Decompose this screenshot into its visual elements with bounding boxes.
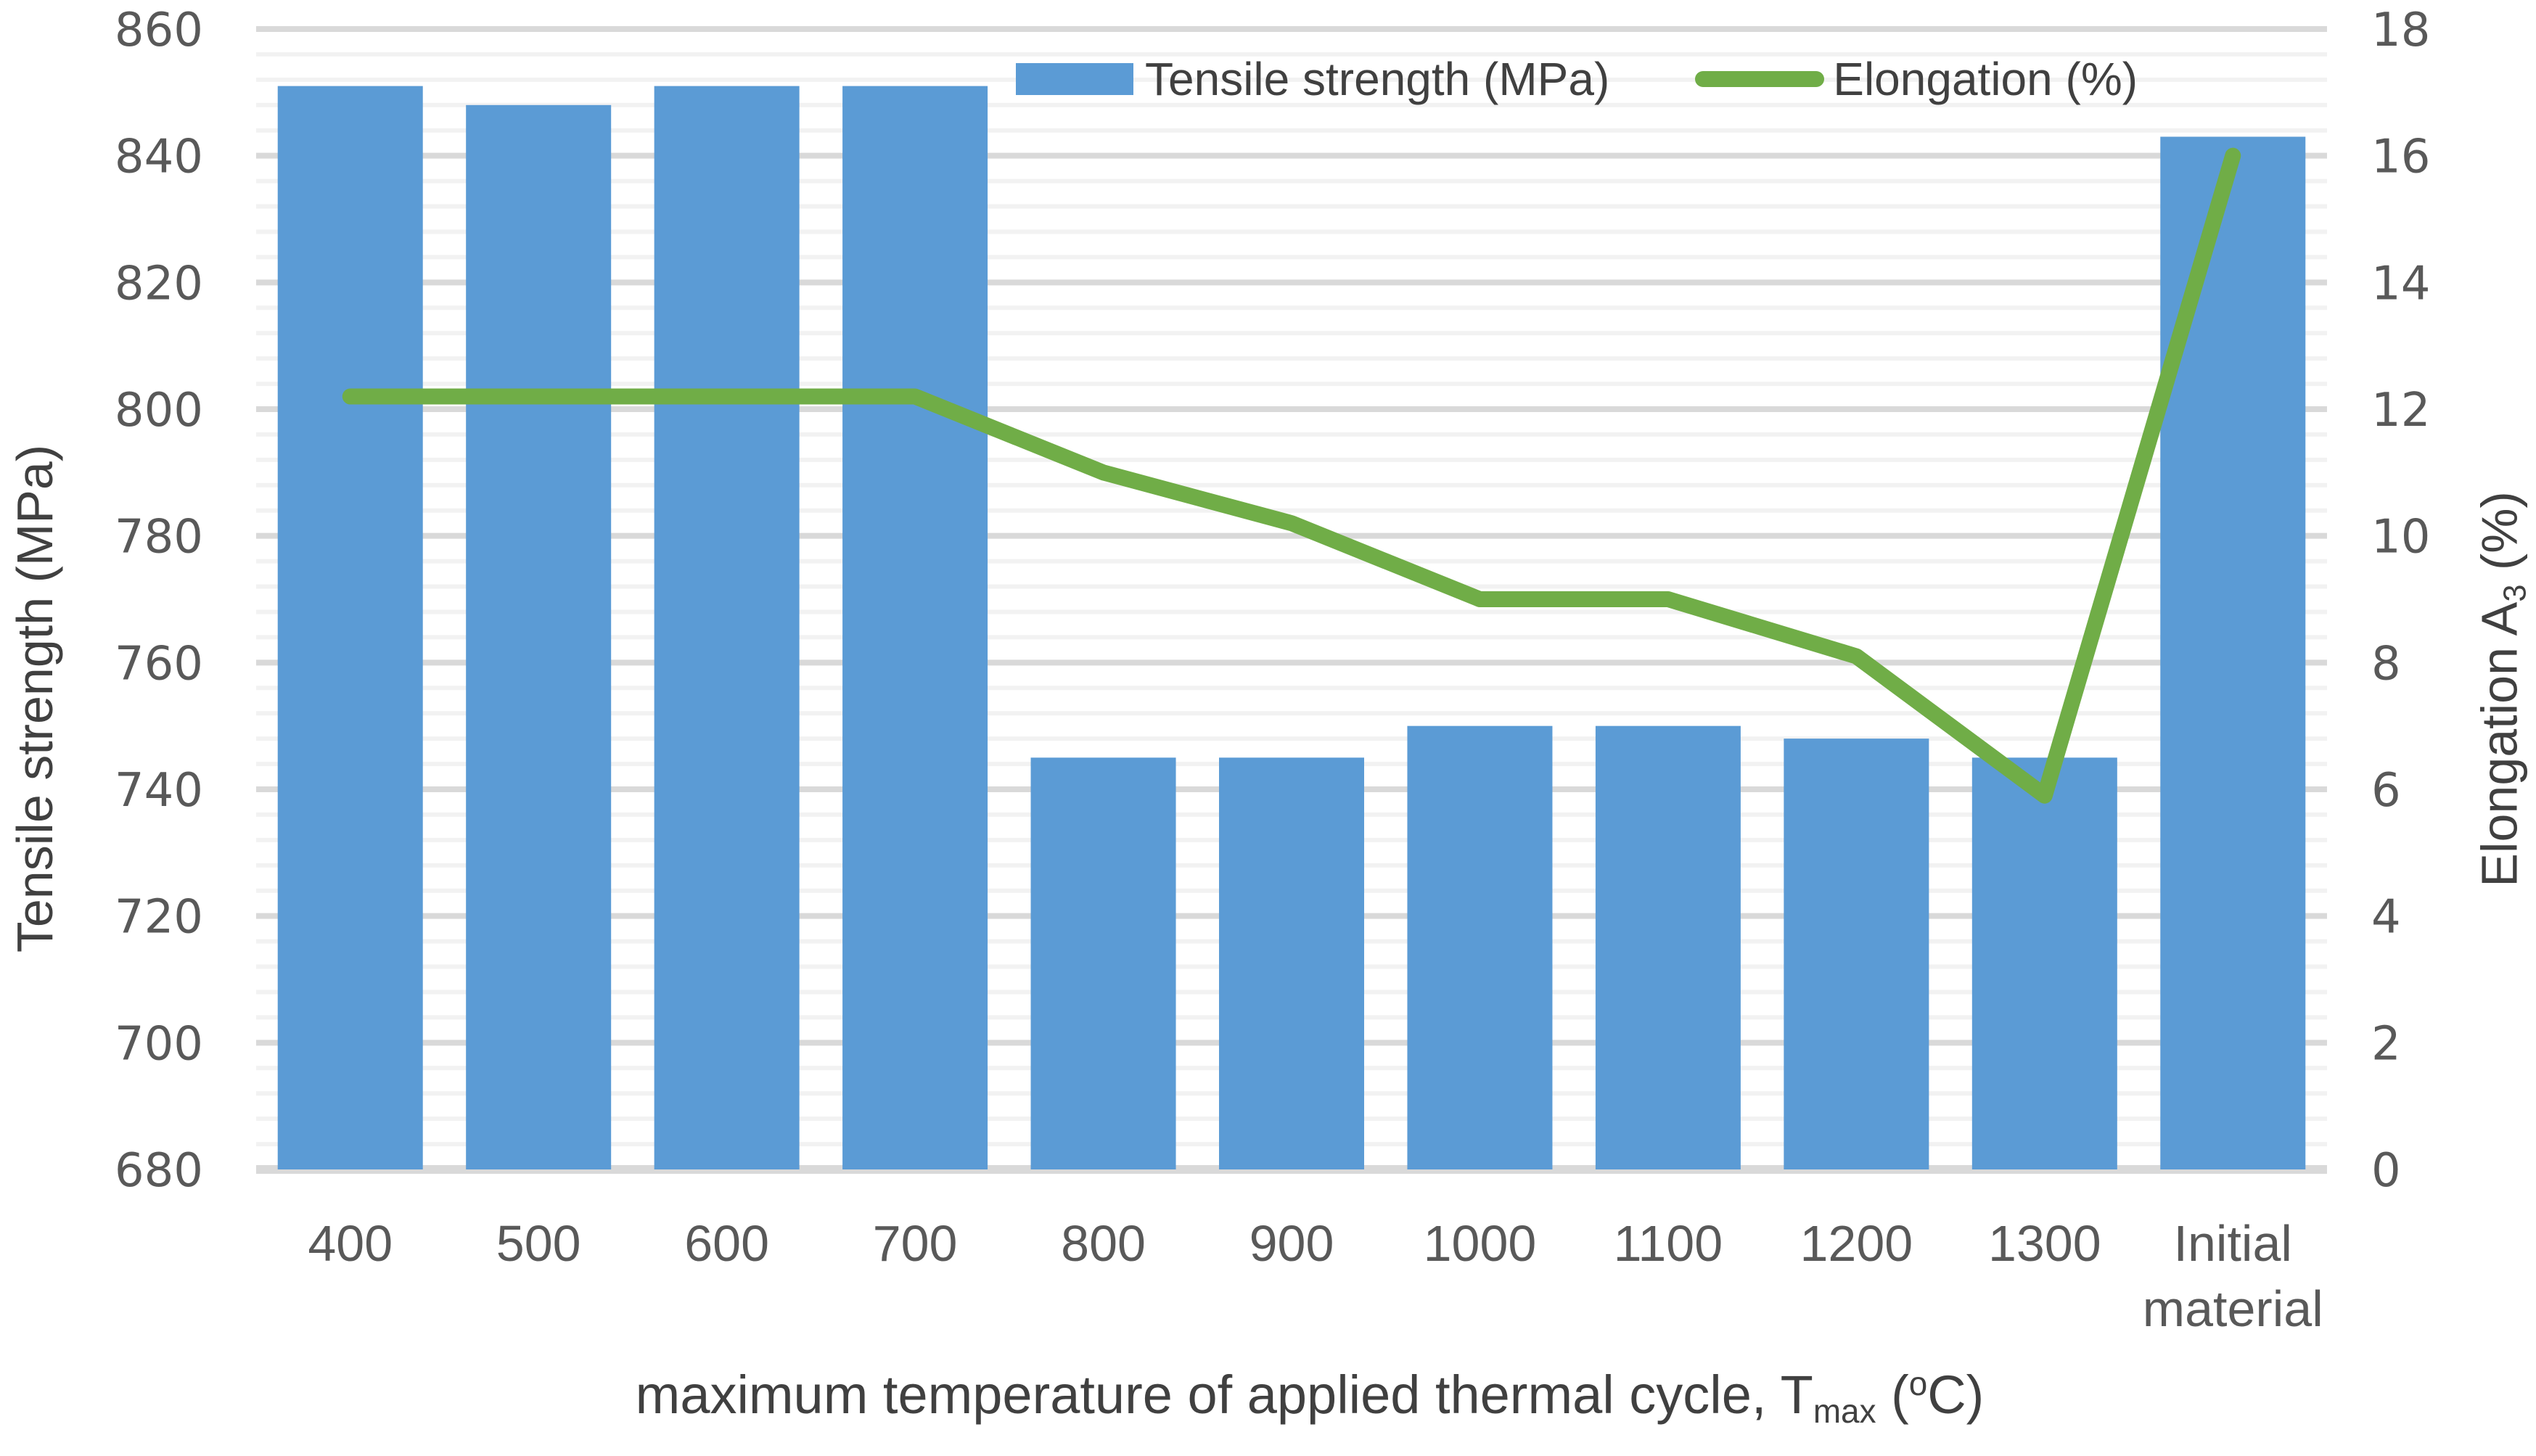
right-axis-title: Elongation A3 (%) [2470,491,2533,887]
x-axis-category-label: 800 [1061,1215,1146,1272]
y-axis-tick-label-left: 820 [115,257,203,310]
y-axis-tick-label-left: 840 [115,131,203,184]
legend: Tensile strength (MPa) Elongation (%) [1016,52,2138,106]
bar-500 [466,104,612,1169]
bar-400 [277,86,423,1170]
x-axis-title-superscript: o [1908,1365,1928,1402]
right-axis-title-subscript: 3 [2498,584,2533,602]
right-axis-title-text: Elongation A [2471,601,2528,887]
x-axis-title-close: C) [1927,1365,1985,1426]
y-axis-tick-label-left: 760 [115,637,203,691]
y-axis-tick-label-right: 8 [2371,637,2401,691]
x-axis-title-paren: ( [1876,1365,1909,1426]
x-axis-title-subscript: max [1813,1392,1876,1431]
bar-600 [654,86,800,1170]
bar-1200 [1784,739,1929,1169]
bar-700 [842,86,988,1170]
legend-item-tensile: Tensile strength (MPa) [1016,52,1609,106]
y-axis-tick-label-right: 18 [2371,4,2430,57]
y-axis-tick-label-left: 700 [115,1017,203,1071]
y-axis-tick-label-left: 720 [115,891,203,945]
x-axis-title: maximum temperature of applied thermal c… [636,1364,1985,1431]
y-axis-tick-label-left: 680 [115,1144,203,1198]
y-axis-tick-label-left: 780 [115,511,203,564]
y-axis-tick-label-right: 4 [2371,891,2401,945]
x-axis-category-label: material [2143,1280,2323,1337]
legend-label-tensile: Tensile strength (MPa) [1145,53,1610,105]
x-axis-category-label: 400 [308,1215,393,1272]
y-axis-tick-label-right: 16 [2371,131,2430,184]
y-axis-tick-label-left: 860 [115,4,203,57]
left-axis-title-text: Tensile strength (MPa) [7,444,63,953]
x-axis-title-text: maximum temperature of applied thermal c… [635,1365,1813,1426]
y-axis-tick-label-right: 10 [2371,511,2430,564]
y-axis-tick-label-right: 2 [2371,1017,2401,1071]
bar-1100 [1595,725,1741,1169]
y-axis-tick-label-right: 0 [2371,1144,2401,1198]
y-axis-tick-label-right: 6 [2371,764,2401,818]
x-axis-category-label: 1000 [1424,1215,1537,1272]
elongation-line [342,147,2241,804]
bar-1000 [1407,725,1553,1169]
bar-900 [1219,757,1364,1169]
left-axis-title: Tensile strength (MPa) [6,445,64,953]
legend-item-elongation: Elongation (%) [1695,52,2138,106]
bar-1300 [1971,757,2117,1169]
x-axis-category-label: 600 [684,1215,769,1272]
x-axis-category-label: 1200 [1800,1215,1913,1272]
x-axis-category-label: 500 [496,1215,581,1272]
x-axis-category-label: 1300 [1988,1215,2101,1272]
y-axis-tick-label-left: 740 [115,764,203,818]
legend-swatch-bar [1016,63,1133,95]
legend-swatch-line [1695,71,1825,87]
bar-initial-material [2160,136,2306,1169]
x-axis-category-label: 900 [1249,1215,1334,1272]
x-axis-category-label: Initial [2174,1215,2292,1272]
legend-label-elongation: Elongation (%) [1833,53,2138,105]
bar-800 [1030,757,1176,1169]
right-axis-title-suffix: (%) [2471,491,2528,585]
y-axis-tick-label-left: 800 [115,384,203,437]
y-axis-tick-label-right: 12 [2371,384,2430,437]
y-axis-tick-label-right: 14 [2371,257,2430,310]
x-axis-category-label: 1100 [1614,1215,1723,1272]
x-axis-category-label: 700 [873,1215,958,1272]
